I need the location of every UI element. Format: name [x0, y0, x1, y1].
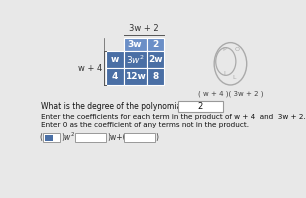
FancyBboxPatch shape	[124, 133, 155, 142]
Text: ): )	[155, 133, 158, 142]
Bar	[124, 69, 147, 85]
Text: O: O	[234, 48, 239, 52]
Text: $3w^2$: $3w^2$	[126, 54, 144, 66]
Bar	[147, 69, 164, 85]
Text: 2: 2	[152, 40, 159, 49]
Text: Enter the coefficients for each term in the product of w + 4  and  3w + 2.: Enter the coefficients for each term in …	[41, 114, 305, 120]
Bar	[45, 135, 53, 141]
FancyBboxPatch shape	[178, 101, 223, 111]
Bar	[106, 69, 124, 85]
Text: w: w	[111, 55, 119, 65]
Bar	[147, 38, 164, 51]
Text: 2: 2	[198, 102, 203, 111]
Text: 3w + 2: 3w + 2	[129, 24, 159, 33]
Text: 3w: 3w	[128, 40, 142, 49]
FancyBboxPatch shape	[76, 133, 106, 142]
Text: )$w^2$+(: )$w^2$+(	[61, 131, 85, 144]
Text: I: I	[223, 70, 225, 76]
Text: 8: 8	[152, 72, 159, 81]
Text: L: L	[233, 75, 236, 80]
Bar	[106, 51, 124, 69]
Text: 4: 4	[112, 72, 118, 81]
Text: ( w + 4 )( 3w + 2 ): ( w + 4 )( 3w + 2 )	[198, 91, 263, 97]
FancyBboxPatch shape	[43, 133, 60, 142]
Bar	[124, 38, 147, 51]
Text: P: P	[222, 48, 226, 52]
Text: 2w: 2w	[148, 55, 162, 65]
Text: (: (	[40, 133, 43, 142]
Bar	[147, 51, 164, 69]
Text: 12w: 12w	[125, 72, 146, 81]
Text: Enter 0 as the coefficient of any terms not in the product.: Enter 0 as the coefficient of any terms …	[41, 122, 248, 128]
Text: )w+(: )w+(	[107, 133, 126, 142]
Text: What is the degree of the polynomial product?: What is the degree of the polynomial pro…	[41, 102, 219, 111]
Text: w + 4: w + 4	[78, 64, 103, 73]
Bar	[124, 51, 147, 69]
